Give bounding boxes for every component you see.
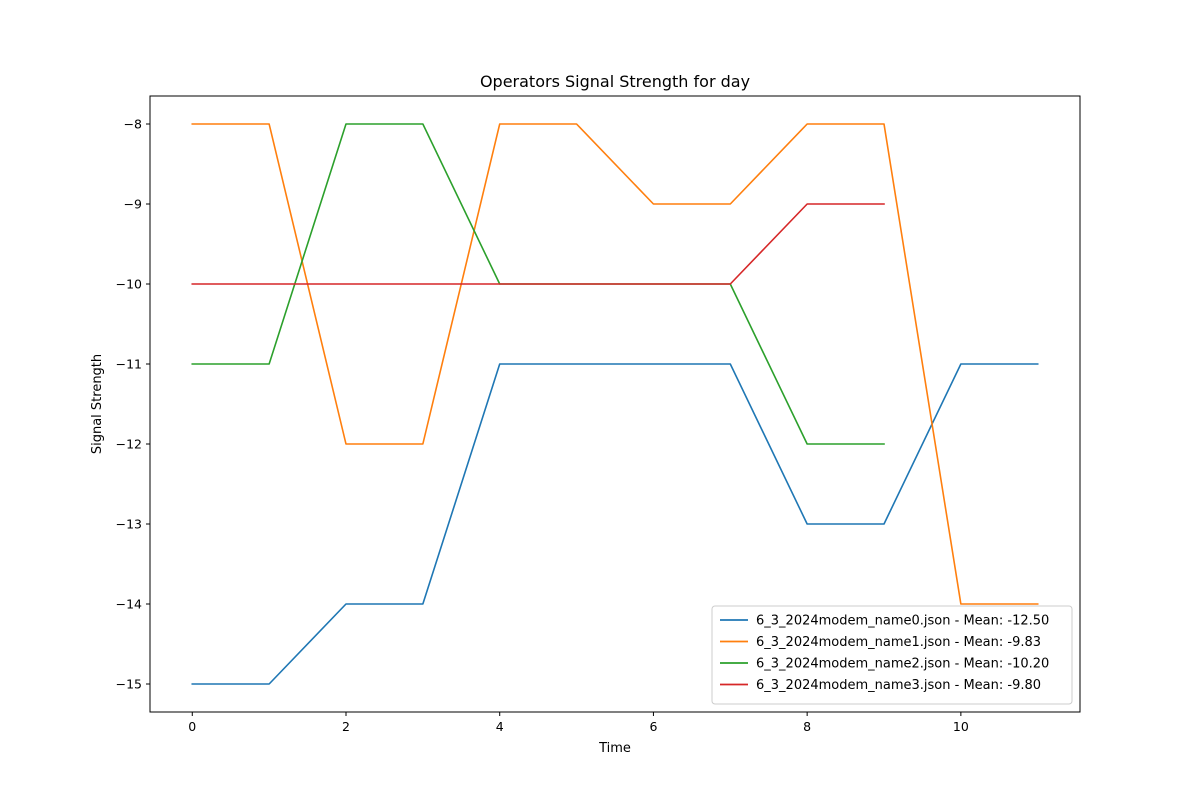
x-tick-label: 10 [953, 719, 969, 734]
series-line-3 [191, 203, 885, 285]
y-tick-label: −15 [116, 677, 142, 692]
chart-title: Operators Signal Strength for day [480, 72, 750, 91]
y-tick-label: −11 [116, 357, 142, 372]
legend-label-0: 6_3_2024modem_name0.json - Mean: -12.50 [756, 614, 1049, 629]
x-tick-label: 6 [649, 719, 657, 734]
x-tick-label: 2 [342, 719, 350, 734]
x-tick-label: 8 [803, 719, 811, 734]
y-tick-label: −13 [116, 517, 142, 532]
axis-ticks: 0 2 4 6 8 10 −8 −9 −10 −11 −12 −13 −14 −15 [116, 117, 969, 735]
y-tick-label: −12 [116, 437, 142, 452]
legend-box [711, 605, 1073, 705]
y-tick-label: −8 [124, 117, 142, 132]
plot-area [191, 123, 1039, 685]
y-axis-label: Signal Strength [90, 354, 105, 454]
series-line-1 [191, 123, 1039, 605]
legend-label-3: 6_3_2024modem_name3.json - Mean: -9.80 [756, 678, 1041, 693]
y-tick-label: −9 [124, 197, 142, 212]
axes-frame [149, 95, 1081, 713]
x-tick-label: 4 [496, 719, 504, 734]
x-tick-label: 0 [188, 719, 196, 734]
y-tick-label: −14 [116, 597, 142, 612]
x-axis-label: Time [598, 741, 631, 756]
legend-label-2: 6_3_2024modem_name2.json - Mean: -10.20 [756, 657, 1049, 672]
y-tick-label: −10 [116, 277, 142, 292]
series-line-0 [191, 363, 1039, 685]
legend-label-1: 6_3_2024modem_name1.json - Mean: -9.83 [756, 635, 1041, 650]
legend: 6_3_2024modem_name0.json - Mean: -12.50 6… [711, 605, 1073, 705]
